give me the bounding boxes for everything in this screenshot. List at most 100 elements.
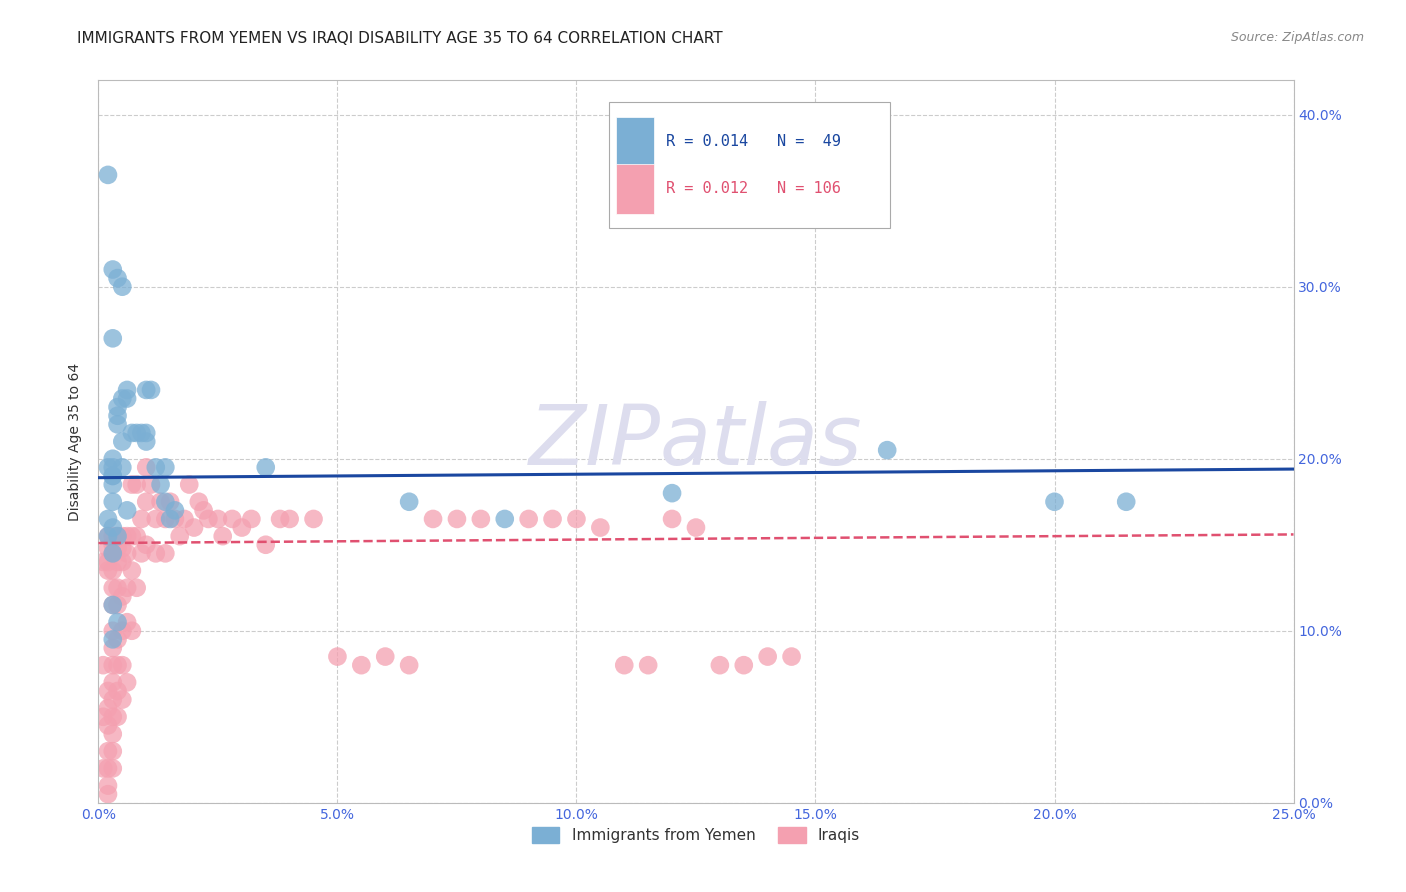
Point: [139, 383, 162, 397]
Point: [111, 541, 134, 556]
Point: [173, 512, 195, 526]
Point: [97, 512, 120, 526]
Point: [565, 512, 588, 526]
Point: [107, 541, 129, 556]
Point: [135, 538, 157, 552]
Point: [101, 710, 124, 724]
Point: [517, 512, 540, 526]
Point: [97, 529, 120, 543]
Point: [107, 598, 129, 612]
Point: [111, 434, 134, 449]
Point: [101, 460, 124, 475]
Point: [101, 494, 124, 508]
Point: [350, 658, 373, 673]
Point: [1115, 494, 1137, 508]
Point: [101, 598, 124, 612]
Point: [187, 494, 209, 508]
Point: [254, 538, 277, 552]
Point: [101, 520, 124, 534]
Point: [398, 658, 420, 673]
Point: [115, 546, 138, 560]
Point: [91, 555, 114, 569]
Text: N =  49: N = 49: [778, 134, 841, 149]
Point: [91, 658, 114, 673]
Point: [145, 546, 167, 560]
Text: IMMIGRANTS FROM YEMEN VS IRAQI DISABILITY AGE 35 TO 64 CORRELATION CHART: IMMIGRANTS FROM YEMEN VS IRAQI DISABILIT…: [77, 31, 723, 46]
Point: [101, 727, 124, 741]
Point: [101, 469, 124, 483]
Point: [115, 581, 138, 595]
Point: [135, 434, 157, 449]
Point: [131, 512, 153, 526]
Point: [97, 555, 120, 569]
Point: [97, 564, 120, 578]
Point: [121, 477, 143, 491]
Point: [101, 624, 124, 638]
Point: [101, 598, 124, 612]
Point: [780, 649, 803, 664]
Text: R = 0.012: R = 0.012: [666, 181, 748, 196]
Point: [135, 383, 157, 397]
Point: [183, 520, 205, 534]
Point: [121, 564, 143, 578]
Point: [101, 658, 124, 673]
Point: [101, 469, 124, 483]
Point: [197, 512, 219, 526]
FancyBboxPatch shape: [616, 117, 654, 167]
Point: [97, 761, 120, 775]
Point: [97, 701, 120, 715]
Point: [637, 658, 659, 673]
Point: [876, 443, 898, 458]
Point: [91, 761, 114, 775]
Point: [101, 564, 124, 578]
Point: [278, 512, 301, 526]
Point: [302, 512, 325, 526]
Point: [121, 425, 143, 440]
Point: [155, 512, 177, 526]
Point: [107, 529, 129, 543]
Point: [125, 529, 148, 543]
Point: [163, 512, 186, 526]
Text: R = 0.014: R = 0.014: [666, 134, 748, 149]
FancyBboxPatch shape: [609, 102, 890, 228]
Point: [115, 383, 138, 397]
Point: [101, 546, 124, 560]
Point: [193, 503, 215, 517]
Text: Source: ZipAtlas.com: Source: ZipAtlas.com: [1230, 31, 1364, 45]
Point: [111, 392, 134, 406]
Point: [374, 649, 396, 664]
Point: [121, 529, 143, 543]
Point: [101, 581, 124, 595]
Legend: Immigrants from Yemen, Iraqis: Immigrants from Yemen, Iraqis: [526, 822, 866, 849]
Point: [111, 590, 134, 604]
Point: [107, 615, 129, 630]
Point: [107, 632, 129, 647]
Point: [613, 658, 636, 673]
Point: [97, 541, 120, 556]
Point: [661, 486, 683, 500]
Point: [446, 512, 468, 526]
FancyBboxPatch shape: [616, 164, 654, 213]
Point: [101, 761, 124, 775]
Point: [326, 649, 349, 664]
Point: [159, 512, 181, 526]
Point: [541, 512, 564, 526]
Point: [107, 684, 129, 698]
Point: [101, 744, 124, 758]
Point: [97, 779, 120, 793]
Point: [207, 512, 229, 526]
Point: [101, 632, 124, 647]
Point: [155, 546, 177, 560]
Point: [145, 512, 167, 526]
Point: [131, 546, 153, 560]
Point: [155, 460, 177, 475]
Point: [470, 512, 492, 526]
Point: [240, 512, 263, 526]
Point: [221, 512, 243, 526]
Point: [101, 477, 124, 491]
Point: [685, 520, 707, 534]
Point: [107, 529, 129, 543]
Point: [101, 529, 124, 543]
Point: [101, 331, 124, 345]
Point: [97, 168, 120, 182]
